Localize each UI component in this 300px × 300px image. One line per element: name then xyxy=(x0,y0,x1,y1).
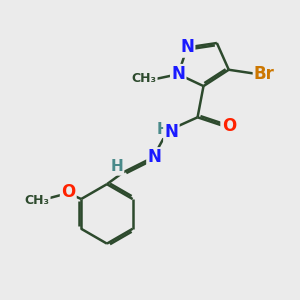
Text: CH₃: CH₃ xyxy=(25,194,50,207)
Text: H: H xyxy=(157,122,170,137)
Text: CH₃: CH₃ xyxy=(132,72,157,85)
Text: N: N xyxy=(171,65,185,83)
Text: H: H xyxy=(110,159,123,174)
Text: O: O xyxy=(61,183,75,201)
Text: Br: Br xyxy=(254,65,275,83)
Text: N: N xyxy=(180,38,194,56)
Text: N: N xyxy=(148,148,161,166)
Text: O: O xyxy=(222,117,236,135)
Text: N: N xyxy=(164,123,178,141)
